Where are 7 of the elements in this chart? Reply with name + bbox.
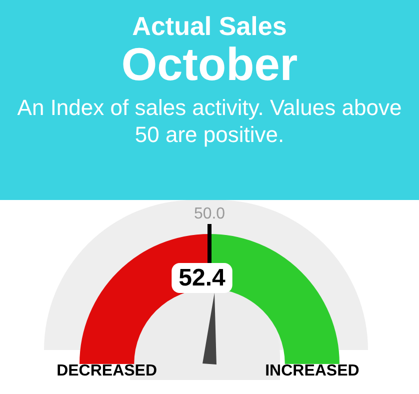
slice-label: INCREASED [265,362,360,380]
text: 52.4 [178,264,226,292]
text: 50.0 [194,205,226,222]
chart-title: Actual Sales [131,11,288,41]
slice-label: DECREASED [56,362,158,380]
chart-subtitle: October [120,38,299,90]
text: An Index of sales activity. Values above 50 are positive. [16,94,403,148]
